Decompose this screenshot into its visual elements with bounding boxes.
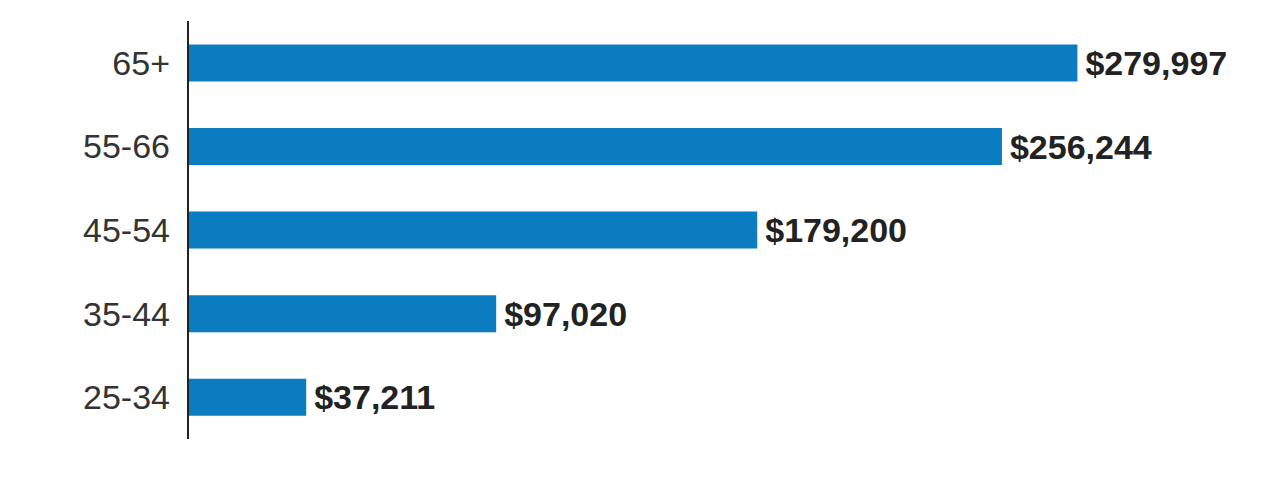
svg-text:$279,997: $279,997: [1085, 44, 1227, 82]
svg-text:65+: 65+: [112, 44, 170, 82]
svg-text:$256,244: $256,244: [1010, 128, 1152, 166]
svg-text:35-44: 35-44: [83, 295, 170, 333]
svg-text:$179,200: $179,200: [765, 211, 907, 249]
svg-text:55-66: 55-66: [83, 127, 170, 165]
svg-text:45-54: 45-54: [83, 211, 170, 249]
svg-text:25-34: 25-34: [83, 378, 170, 416]
svg-text:$97,020: $97,020: [504, 295, 627, 333]
svg-text:$37,211: $37,211: [314, 378, 435, 416]
